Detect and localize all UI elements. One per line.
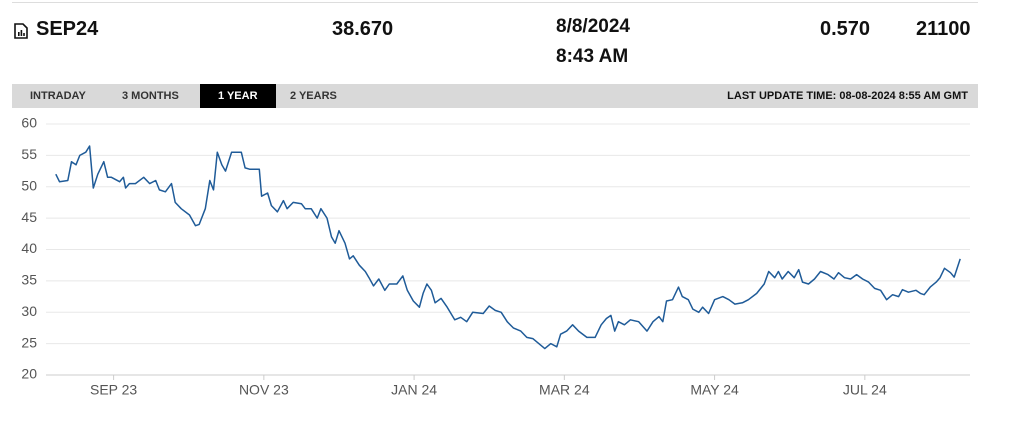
top-rule (12, 2, 978, 3)
price-line (55, 145, 961, 350)
x-tick-label: MAY 24 (690, 382, 739, 398)
x-tick-label: JAN 24 (391, 382, 437, 398)
y-tick-label: 50 (21, 177, 37, 193)
x-tick-label: MAR 24 (539, 382, 590, 398)
time: 8:43 AM (556, 46, 629, 67)
symbol: SEP24 (36, 18, 99, 40)
y-tick-label: 40 (21, 240, 37, 256)
y-tick-label: 20 (21, 366, 37, 382)
tab[interactable]: INTRADAY (30, 90, 86, 102)
x-tick-label: SEP 23 (90, 382, 137, 398)
y-tick-label: 45 (21, 209, 37, 225)
y-tick-label: 30 (21, 303, 37, 319)
y-tick-label: 60 (21, 115, 37, 131)
x-tick-label: NOV 23 (239, 382, 289, 398)
tab[interactable]: 1 YEAR (200, 84, 276, 108)
tab[interactable]: 3 MONTHS (122, 90, 179, 102)
tab[interactable]: 2 YEARS (290, 90, 337, 102)
change: 0.570 (820, 18, 871, 40)
last-update: LAST UPDATE TIME: 08-08-2024 8:55 AM GMT (727, 90, 968, 102)
price: 38.670 (332, 18, 394, 40)
volume: 21100 (916, 18, 971, 40)
x-tick-label: JUL 24 (843, 382, 887, 398)
date: 8/8/2024 (556, 16, 630, 37)
tab-bar: LAST UPDATE TIME: 08-08-2024 8:55 AM GMT… (12, 84, 978, 108)
y-tick-label: 55 (21, 146, 37, 162)
doc-icon (14, 23, 28, 39)
y-tick-label: 35 (21, 272, 37, 288)
y-tick-label: 25 (21, 334, 37, 350)
